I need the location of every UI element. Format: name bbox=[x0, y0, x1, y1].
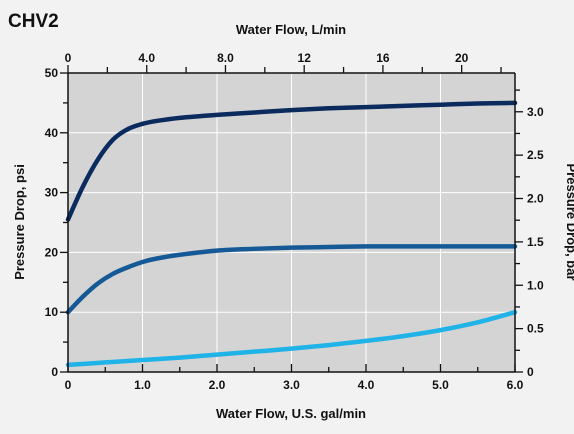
y2-tick-label: 0.5 bbox=[527, 322, 544, 336]
y-tick-label: 50 bbox=[45, 66, 59, 80]
x-tick-label: 4.0 bbox=[358, 378, 375, 392]
x2-axis-title: Water Flow, L/min bbox=[236, 22, 346, 37]
x2-tick-label: 0 bbox=[65, 51, 72, 65]
x-tick-label: 3.0 bbox=[283, 378, 300, 392]
y2-tick-label: 2.0 bbox=[527, 192, 544, 206]
y2-tick-label: 3.0 bbox=[527, 105, 544, 119]
x-tick-label: 1.0 bbox=[134, 378, 151, 392]
y2-tick-label: 1.5 bbox=[527, 235, 544, 249]
x-tick-label: 6.0 bbox=[507, 378, 524, 392]
y2-tick-label: 0 bbox=[527, 365, 534, 379]
y-tick-label: 20 bbox=[45, 245, 59, 259]
y-tick-label: 30 bbox=[45, 186, 59, 200]
x-tick-label: 0 bbox=[65, 378, 72, 392]
y2-axis-title: Pressure Drop, bar bbox=[564, 163, 574, 280]
y2-tick-label: 2.5 bbox=[527, 148, 544, 162]
chart-title: CHV2 bbox=[8, 11, 59, 32]
y-tick-label: 0 bbox=[51, 365, 58, 379]
x-tick-label: 2.0 bbox=[209, 378, 226, 392]
x2-tick-label: 12 bbox=[298, 51, 312, 65]
y2-tick-label: 1.0 bbox=[527, 278, 544, 292]
x2-tick-label: 16 bbox=[376, 51, 390, 65]
x-tick-label: 5.0 bbox=[432, 378, 449, 392]
x2-tick-label: 20 bbox=[455, 51, 469, 65]
x2-tick-label: 4.0 bbox=[138, 51, 155, 65]
y-tick-label: 40 bbox=[45, 126, 59, 140]
y-tick-label: 10 bbox=[45, 305, 59, 319]
x-axis-title: Water Flow, U.S. gal/min bbox=[216, 406, 366, 421]
x2-tick-label: 8.0 bbox=[217, 51, 234, 65]
y-axis-title: Pressure Drop, psi bbox=[12, 164, 27, 280]
